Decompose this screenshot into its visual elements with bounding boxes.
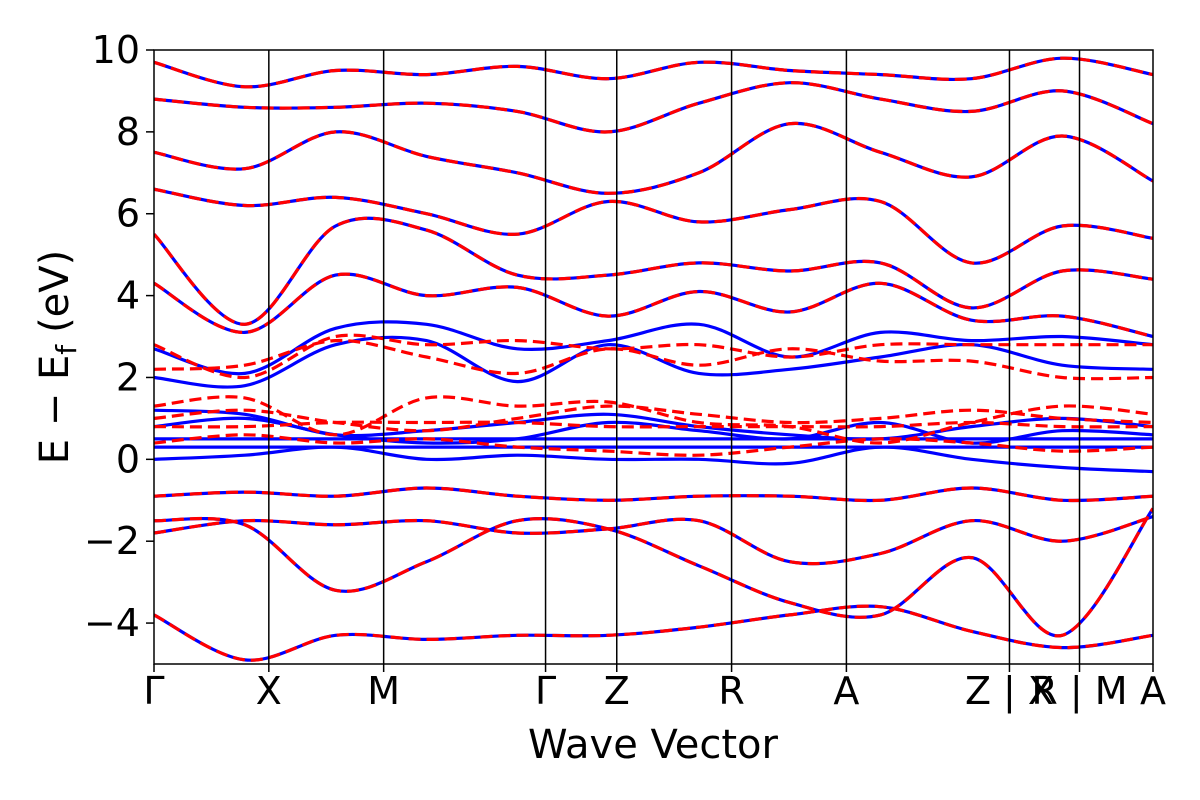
y-tick-label: −2 xyxy=(84,519,140,563)
y-axis-ticks: −4 −2 0 2 4 6 8 10 xyxy=(84,28,154,645)
dashed-band-line xyxy=(154,404,1153,433)
y-tick-label: 10 xyxy=(92,28,140,72)
x-tick-label: Z | X xyxy=(965,669,1054,714)
dashed-band-line xyxy=(154,121,1153,195)
x-tick-label: Z xyxy=(604,669,630,713)
dashed-band-line xyxy=(154,507,1153,638)
x-tick-label: M xyxy=(367,669,400,713)
x-tick-label: Γ xyxy=(143,669,164,713)
x-tick-label: A xyxy=(833,669,859,713)
x-tick-label: Γ xyxy=(535,669,556,713)
dashed-band-line xyxy=(154,338,1153,381)
solid-band-line xyxy=(154,272,1153,339)
dashed-band-line xyxy=(154,187,1153,265)
dashed-band-line xyxy=(154,604,1153,662)
y-axis-label-unit: (eV) xyxy=(32,250,78,333)
bands-layer xyxy=(154,56,1153,662)
dashed-band-line xyxy=(154,515,1153,566)
x-tick-label: A xyxy=(1140,669,1166,713)
x-axis-ticks: Γ X M Γ Z R A Z | XR | M A xyxy=(143,664,1166,714)
dashed-band-line xyxy=(154,395,1153,445)
dashed-band-line xyxy=(154,216,1153,326)
y-tick-label: 0 xyxy=(116,437,140,481)
y-tick-label: 6 xyxy=(116,192,140,236)
dashed-band-line xyxy=(154,486,1153,503)
y-tick-label: −4 xyxy=(84,601,140,645)
dashed-band-line xyxy=(154,81,1153,134)
y-tick-label: 8 xyxy=(116,110,140,154)
x-tick-label: R xyxy=(718,669,744,713)
plot-frame xyxy=(153,49,1154,665)
dashed-band-line xyxy=(154,333,1153,380)
y-tick-label: 4 xyxy=(116,274,140,318)
y-axis-label-subscript: f xyxy=(50,344,83,355)
y-axis-label: E − Ef (eV) xyxy=(32,250,83,465)
x-tick-label: R | M xyxy=(1031,669,1127,714)
y-tick-label: 2 xyxy=(116,355,140,399)
y-axis-label-main: E − E xyxy=(32,355,78,465)
solid-band-line xyxy=(154,320,1153,376)
x-axis-label: Wave Vector xyxy=(528,722,779,768)
x-tick-label: X xyxy=(256,669,282,713)
dashed-band-line xyxy=(154,433,1153,457)
dashed-band-line xyxy=(154,56,1153,89)
high-symmetry-lines xyxy=(268,50,1081,664)
